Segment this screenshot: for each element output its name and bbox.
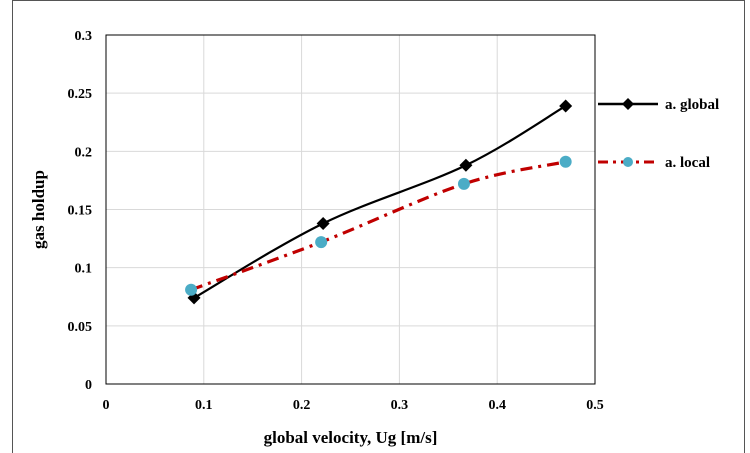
x-axis-ticks: 0 0.1 0.2 0.3 0.4 0.5 [103,398,604,413]
x-tick-label: 0 [103,398,110,413]
y-tick-label: 0.25 [68,87,93,102]
y-tick-label: 0.05 [68,320,93,335]
legend-label: a. global [665,97,719,113]
data-point [559,99,573,113]
series-local [185,155,572,296]
y-tick-label: 0.1 [75,262,93,277]
x-tick-label: 0.2 [293,398,311,413]
series-line [190,160,566,292]
y-tick-label: 0.2 [75,145,93,160]
legend-entry: a. global [598,97,719,113]
legend-entry: a. local [598,155,710,171]
grid [105,34,596,385]
y-tick-label: 0.15 [68,204,93,219]
data-point [185,283,198,296]
data-point [559,155,572,168]
data-point [315,236,328,249]
legend-marker [622,98,634,110]
chart-frame [12,0,745,453]
x-tick-label: 0.5 [586,398,604,413]
x-axis-title: global velocity, Ug [m/s] [264,428,438,447]
x-tick-label: 0.3 [391,398,409,413]
data-point [316,216,330,230]
x-tick-label: 0.1 [195,398,213,413]
series-line [193,105,567,299]
series-global [187,99,573,305]
x-tick-label: 0.4 [488,398,506,413]
legend-label: a. local [665,155,710,171]
y-tick-label: 0 [85,378,92,393]
series [185,99,573,305]
data-point [459,158,473,172]
y-axis-title: gas holdup [29,170,48,249]
data-point [457,177,470,190]
y-axis-ticks: 0 0.05 0.1 0.15 0.2 0.25 0.3 [68,29,93,393]
y-tick-label: 0.3 [75,29,93,44]
legend: a. global a. local [598,97,719,171]
plot-area [105,34,596,385]
legend-marker [623,157,633,167]
